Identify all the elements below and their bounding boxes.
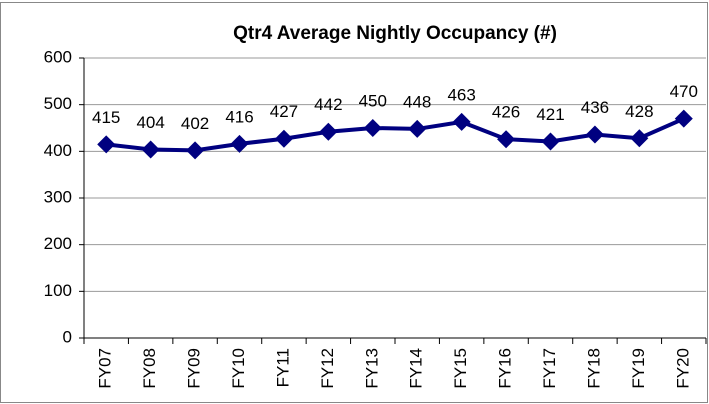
marker: [541, 132, 560, 151]
y-tick-label: 0: [63, 327, 72, 346]
marker: [319, 122, 338, 141]
x-tick-label: FY08: [140, 348, 159, 389]
data-label: 463: [447, 85, 475, 104]
y-tick-label: 500: [44, 94, 72, 113]
marker: [363, 119, 382, 137]
y-tick-label: 300: [44, 187, 72, 206]
x-tick-label: FY17: [540, 348, 559, 389]
y-tick-label: 400: [44, 141, 72, 160]
marker: [408, 119, 427, 138]
y-tick-label: 600: [44, 47, 72, 66]
marker: [141, 140, 160, 159]
data-label: 448: [403, 92, 431, 111]
data-label: 415: [92, 108, 120, 127]
marker: [674, 109, 693, 128]
marker: [630, 129, 649, 148]
data-label: 428: [625, 102, 653, 121]
data-label: 416: [225, 107, 253, 126]
data-label: 404: [136, 113, 164, 132]
x-tick-label: FY14: [407, 348, 426, 389]
marker: [274, 129, 293, 148]
x-tick-label: FY13: [362, 348, 381, 389]
x-tick-label: FY07: [96, 348, 115, 389]
data-label: 442: [314, 95, 342, 114]
x-tick-label: FY15: [451, 348, 470, 389]
marker: [97, 135, 116, 154]
x-tick-label: FY12: [318, 348, 337, 389]
x-tick-label: FY09: [185, 348, 204, 389]
y-tick-label: 200: [44, 234, 72, 253]
data-label: 436: [581, 98, 609, 117]
data-label: 470: [670, 82, 698, 101]
marker: [585, 125, 604, 144]
marker: [452, 112, 471, 131]
x-tick-label: FY11: [273, 348, 292, 387]
data-label: 402: [181, 114, 209, 133]
y-tick-label: 100: [44, 281, 72, 300]
data-label: 421: [536, 105, 564, 124]
marker: [230, 134, 249, 153]
marker: [186, 141, 205, 160]
data-label: 426: [492, 103, 520, 122]
x-tick-label: FY18: [584, 348, 603, 389]
data-label: 450: [359, 91, 387, 110]
x-tick-label: FY19: [629, 348, 648, 389]
marker: [497, 130, 516, 149]
x-tick-label: FY10: [229, 348, 248, 389]
chart-title: Qtr4 Average Nightly Occupancy (#): [233, 23, 557, 44]
data-label: 427: [270, 102, 298, 121]
x-tick-label: FY16: [496, 348, 515, 389]
x-tick-label: FY20: [673, 348, 692, 389]
